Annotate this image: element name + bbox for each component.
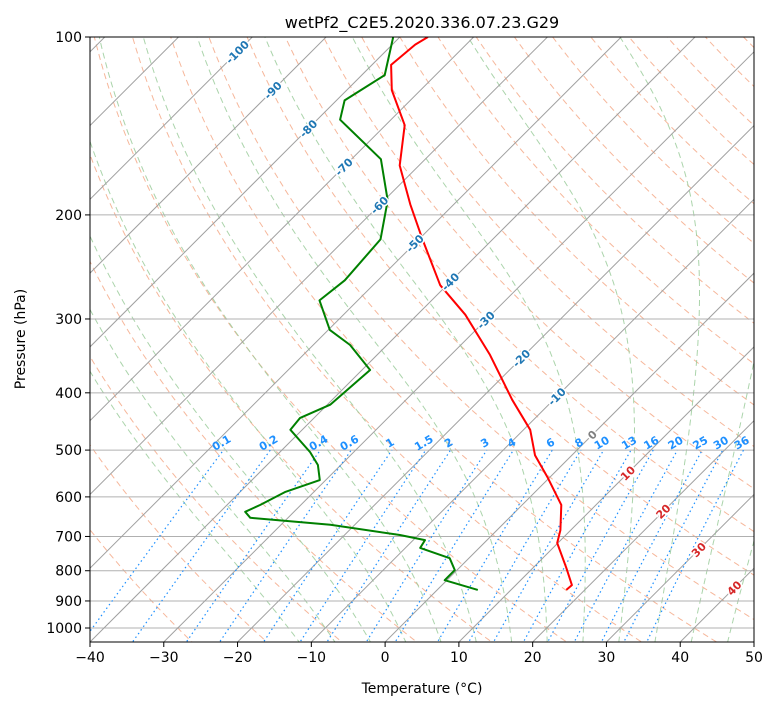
x-tick-label: −10	[297, 650, 327, 666]
isotherm-label: -90	[262, 79, 285, 102]
dry-adiabat	[54, 24, 507, 653]
x-tick-label: 0	[381, 650, 390, 666]
mixing-ratio-line	[293, 450, 425, 652]
y-tick-label: 900	[55, 594, 82, 610]
isotherm-gridline	[448, 10, 775, 653]
moist-adiabat	[0, 37, 307, 653]
mixing-ratio-label: 3	[478, 436, 491, 451]
isotherm-gridline	[0, 10, 58, 653]
dry-adiabat	[279, 24, 775, 653]
dry-adiabat	[355, 24, 775, 653]
mixing-ratio-line	[389, 450, 513, 652]
dry-adiabat	[91, 24, 582, 653]
dry-adiabat	[0, 24, 279, 653]
chart-title: wetPf2_C2E5.2020.336.07.23.G29	[285, 13, 559, 33]
mixing-ratio-line	[213, 450, 352, 652]
isotherm-gridline	[0, 10, 279, 653]
mixing-ratio-line	[432, 450, 553, 652]
y-tick-label: 200	[55, 208, 82, 224]
mixing-ratio-line	[463, 450, 581, 652]
dry-adiabat	[693, 24, 775, 653]
y-tick-label: 800	[55, 564, 82, 580]
mixing-ratio-line	[75, 450, 224, 652]
x-tick-label: −20	[223, 650, 253, 666]
isotherm-gridline	[301, 10, 775, 653]
y-tick-label: 1000	[46, 621, 82, 637]
mixing-ratio-line	[488, 450, 604, 652]
dry-adiabat	[505, 24, 775, 653]
moist-adiabat	[62, 37, 410, 653]
dry-adiabat	[656, 24, 775, 653]
y-tick-label: 600	[55, 490, 82, 506]
dewpoint-line	[245, 37, 478, 590]
x-tick-label: 50	[745, 650, 763, 666]
isotherm-gridline	[375, 10, 775, 653]
moist-adiabat	[31, 37, 376, 653]
dry-adiabat	[16, 24, 430, 653]
x-tick-label: 10	[450, 650, 468, 666]
mixing-ratio-label: 2	[442, 436, 455, 451]
isotherm-gridline	[0, 10, 427, 653]
x-tick-label: −40	[75, 650, 105, 666]
moist-adiabat	[197, 37, 513, 653]
x-tick-label: −30	[149, 650, 179, 666]
isotherm-gridline	[744, 10, 775, 653]
isotherm-gridline	[522, 10, 775, 653]
moist-adiabat	[689, 37, 775, 653]
mixing-ratio-label: 4	[505, 435, 518, 450]
dry-adiabat	[468, 24, 775, 653]
dry-adiabat	[0, 24, 355, 653]
isotherm-gridline	[670, 10, 775, 653]
y-tick-label: 100	[55, 30, 82, 46]
isotherm-label: -100	[223, 38, 252, 67]
mixing-ratio-label: 6	[544, 435, 557, 450]
mixing-ratio-line	[257, 450, 392, 652]
dry-adiabat	[430, 24, 775, 653]
isotherm-gridline	[596, 10, 775, 653]
y-axis-label: Pressure (hPa)	[13, 289, 29, 389]
y-tick-label: 300	[55, 312, 82, 328]
x-tick-label: 40	[671, 650, 689, 666]
dry-adiabat	[580, 24, 775, 653]
y-tick-label: 700	[55, 529, 82, 545]
y-tick-label: 400	[55, 386, 82, 402]
x-tick-label: 20	[524, 650, 542, 666]
background-lines	[0, 10, 775, 653]
dry-adiabat	[543, 24, 775, 653]
y-tick-label: 500	[55, 443, 82, 459]
moist-adiabat	[468, 37, 635, 653]
x-axis-label: Temperature (°C)	[361, 681, 483, 697]
dry-adiabat	[769, 24, 775, 653]
dry-adiabat	[731, 24, 775, 653]
x-tick-label: 30	[598, 650, 616, 666]
mixing-ratio-line	[542, 450, 653, 652]
profile-lines	[245, 37, 572, 590]
mixing-ratio-line	[518, 450, 631, 652]
